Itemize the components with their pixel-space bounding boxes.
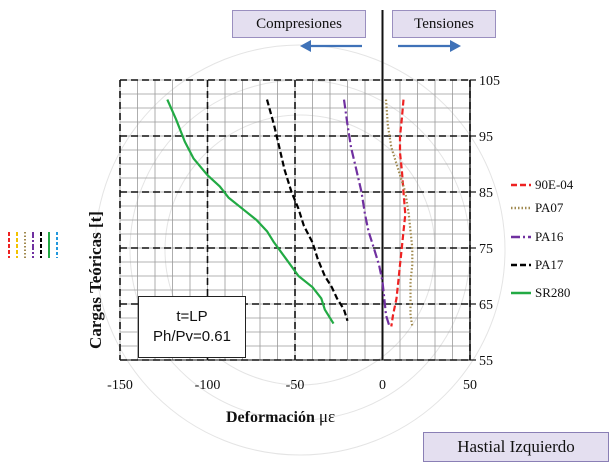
compresiones-label: Compresiones xyxy=(232,10,366,38)
series-line-pa07 xyxy=(384,99,414,327)
axes xyxy=(120,10,476,361)
series-line-pa17 xyxy=(265,99,349,322)
x-tick-label: 0 xyxy=(379,378,386,393)
legend-label: PA07 xyxy=(535,200,564,215)
legend-label: PA16 xyxy=(535,229,564,244)
background-arcs xyxy=(94,44,506,456)
series-layer xyxy=(166,99,414,327)
side-marks-decoration xyxy=(8,232,58,258)
x-tick-label: -100 xyxy=(195,378,221,393)
x-axis-label-text: Deformación xyxy=(226,409,315,426)
x-tick-label: 50 xyxy=(463,378,477,393)
x-axis-label: Deformación με xyxy=(226,407,335,427)
x-axis-unit: με xyxy=(318,407,336,426)
series-line-sr280 xyxy=(166,99,335,325)
bg-arc-0 xyxy=(94,44,506,456)
y-axis-label: Cargas Teóricas [t] xyxy=(86,211,105,349)
series-line-90e-04 xyxy=(390,99,407,327)
legend-swatch xyxy=(511,183,531,187)
legend-item: 90E-04 xyxy=(510,176,573,194)
legend-swatch xyxy=(511,206,531,210)
legend-swatch xyxy=(511,291,531,295)
legend-item: SR280 xyxy=(510,284,570,302)
y-tick-label: 75 xyxy=(479,242,493,257)
x-tick-label: -150 xyxy=(107,378,133,393)
legend-label: 90E-04 xyxy=(535,177,574,192)
y-tick-label: 95 xyxy=(479,130,493,145)
x-tick-label: -50 xyxy=(286,378,305,393)
legend-item: PA07 xyxy=(510,199,563,217)
y-tick-label: 85 xyxy=(479,186,493,201)
parameter-box: t=LP Ph/Pv=0.61 xyxy=(138,296,246,358)
legend-label: SR280 xyxy=(535,285,571,300)
hastial-label: Hastial Izquierdo xyxy=(423,432,609,462)
y-tick-label: 105 xyxy=(479,74,500,89)
param-line-1: t=LP xyxy=(176,308,208,325)
y-tick-label: 55 xyxy=(479,354,493,369)
legend-label: PA17 xyxy=(535,257,564,272)
tensiones-arrow-head xyxy=(450,40,461,52)
legend-swatch xyxy=(511,263,531,267)
direction-arrows xyxy=(300,40,461,52)
legend-item: PA16 xyxy=(510,228,563,246)
tensiones-label: Tensiones xyxy=(392,10,496,38)
compresiones-arrow-head xyxy=(300,40,311,52)
param-line-2: Ph/Pv=0.61 xyxy=(153,328,231,345)
legend-item: PA17 xyxy=(510,256,563,274)
y-tick-label: 65 xyxy=(479,298,493,313)
legend-swatch xyxy=(511,235,531,239)
